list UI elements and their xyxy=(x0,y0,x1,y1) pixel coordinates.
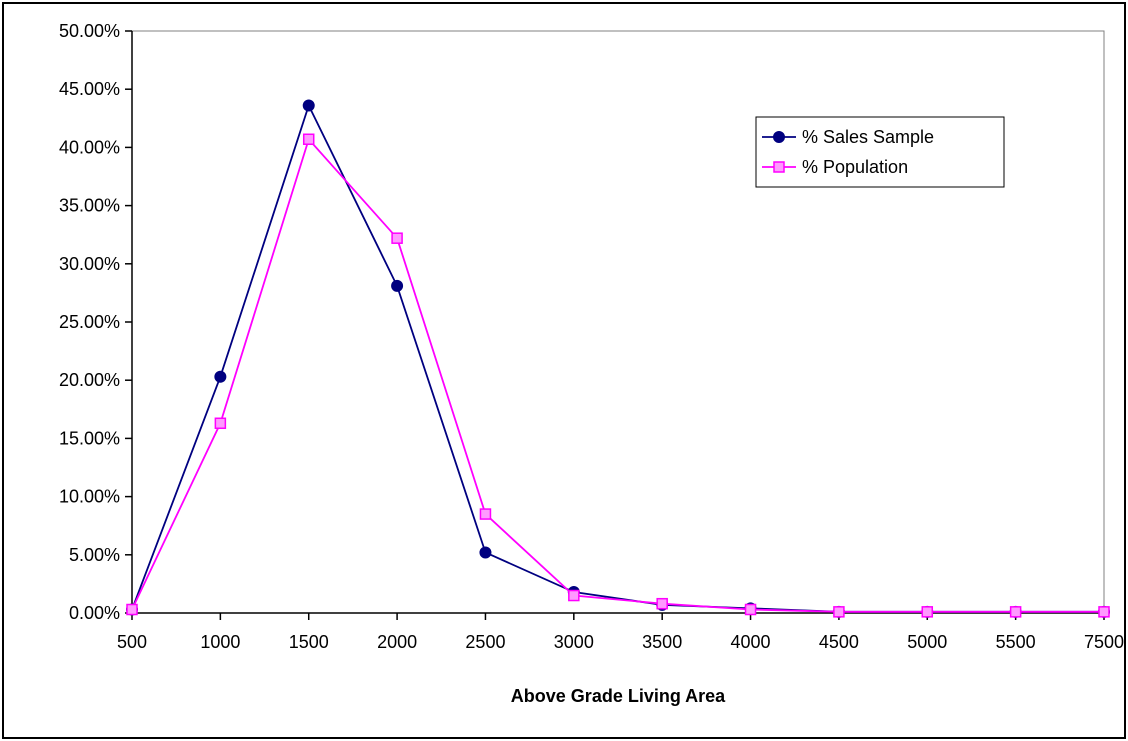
x-tick-label: 5500 xyxy=(996,632,1036,652)
legend-marker xyxy=(773,131,785,143)
data-point xyxy=(214,417,227,430)
y-tick-label: 30.00% xyxy=(59,254,120,274)
legend-label: % Population xyxy=(802,157,908,177)
x-tick-label: 3500 xyxy=(642,632,682,652)
data-point xyxy=(568,589,580,602)
y-tick-label: 25.00% xyxy=(59,312,120,332)
data-point xyxy=(833,606,845,618)
x-tick-label: 1500 xyxy=(289,632,329,652)
line-chart: 0.00% 5.00% 10.00% 15.00% 20.00% 25.00% 30.00%… xyxy=(59,21,1124,706)
series-population xyxy=(126,133,1110,618)
data-point xyxy=(126,603,138,616)
legend-box xyxy=(755,116,1005,188)
data-point xyxy=(479,508,492,520)
y-tick-label: 15.00% xyxy=(59,428,120,448)
x-tick-label: 500 xyxy=(117,632,147,652)
y-tick-label: 10.00% xyxy=(59,487,120,507)
legend-item: % Sales Sample xyxy=(762,127,934,147)
x-tick-label: 3000 xyxy=(554,632,594,652)
legend-marker xyxy=(773,161,785,173)
x-tick-label: 7500 xyxy=(1084,632,1124,652)
y-tick-label: 50.00% xyxy=(59,21,120,41)
data-point xyxy=(1009,606,1022,618)
x-tick-label: 4000 xyxy=(731,632,771,652)
series-layer xyxy=(126,99,1110,618)
axes: 0.00% 5.00% 10.00% 15.00% 20.00% 25.00% 30.00%… xyxy=(59,21,1124,652)
x-axis-title: Above Grade Living Area xyxy=(511,686,726,706)
data-point xyxy=(391,279,404,292)
x-tick-label: 4500 xyxy=(819,632,859,652)
x-tick-label: 2000 xyxy=(377,632,417,652)
y-tick-label: 45.00% xyxy=(59,79,120,99)
y-tick-label: 35.00% xyxy=(59,196,120,216)
data-point xyxy=(656,597,668,610)
x-tick-label: 1000 xyxy=(200,632,240,652)
data-point xyxy=(921,606,934,618)
data-point xyxy=(1098,606,1110,618)
legend-label: % Sales Sample xyxy=(802,127,934,147)
y-tick-label: 5.00% xyxy=(69,545,120,565)
x-tick-label: 5000 xyxy=(907,632,947,652)
legend: % Sales Sample % Population xyxy=(755,116,1005,188)
x-tick-label: 2500 xyxy=(465,632,505,652)
y-tick-label: 20.00% xyxy=(59,370,120,390)
data-point xyxy=(744,603,757,616)
legend-item: % Population xyxy=(762,157,908,177)
data-point xyxy=(302,133,315,146)
y-tick-label: 40.00% xyxy=(59,137,120,157)
data-point xyxy=(302,99,315,112)
y-tick-label: 0.00% xyxy=(69,603,120,623)
data-point xyxy=(479,546,492,559)
series-line xyxy=(131,137,1104,613)
data-point xyxy=(391,232,403,244)
data-point xyxy=(214,370,227,383)
